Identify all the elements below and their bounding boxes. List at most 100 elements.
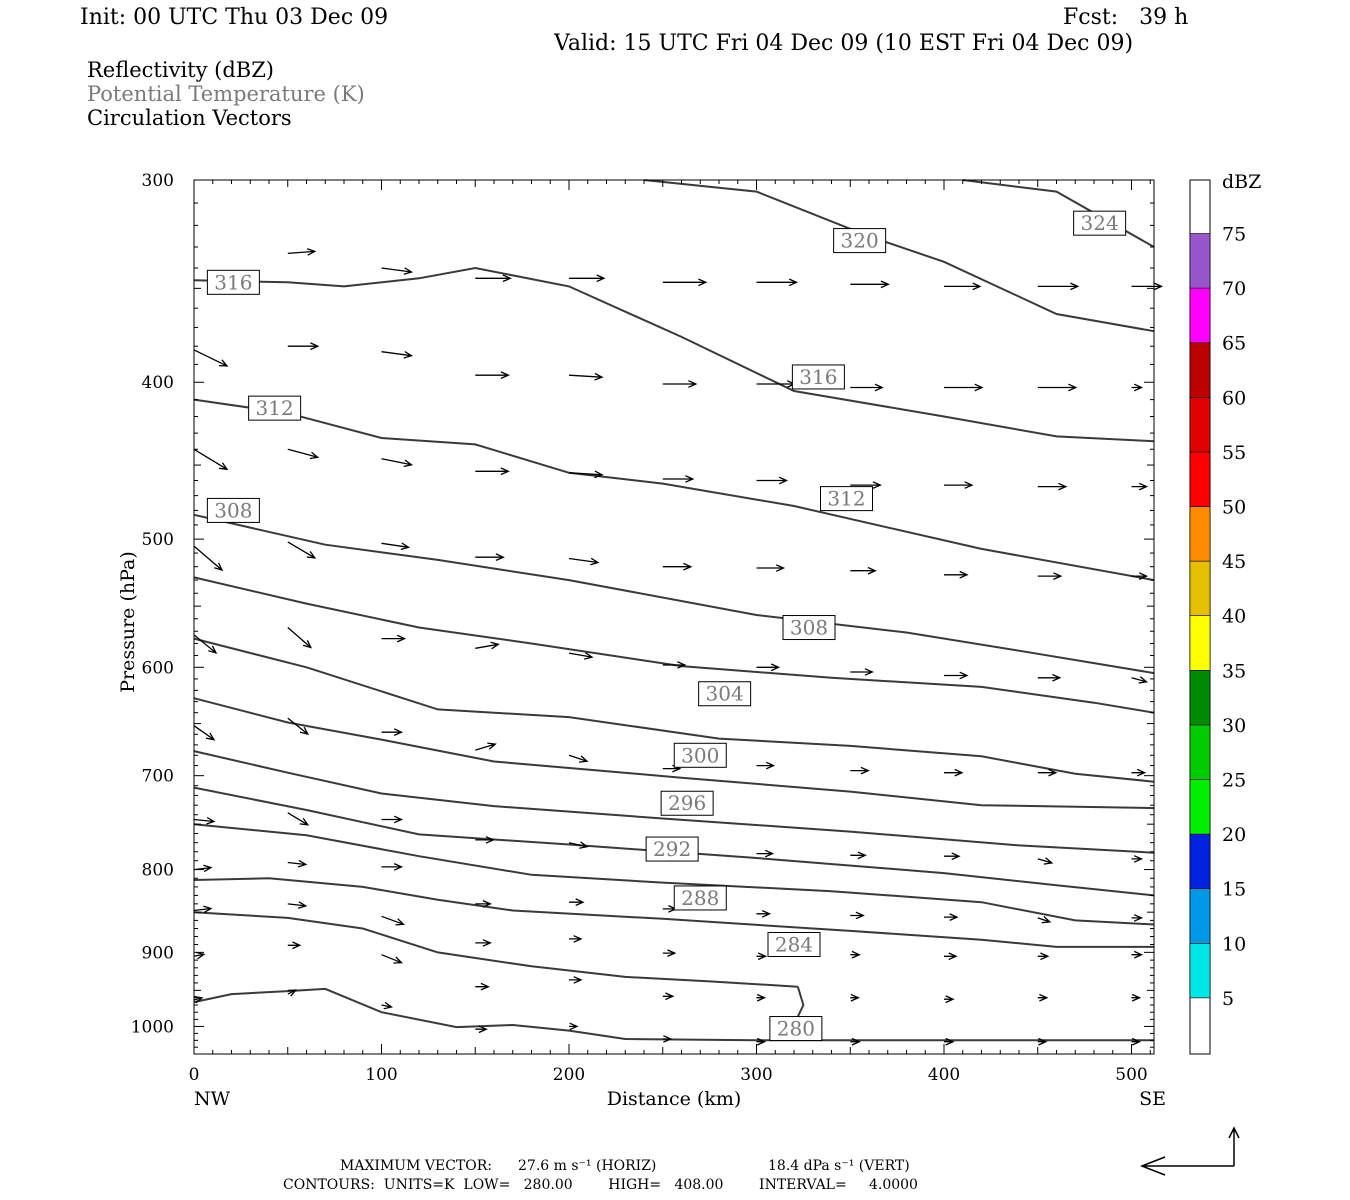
circulation-vector: [475, 836, 495, 844]
circulation-vector: [662, 475, 695, 483]
circulation-vector: [475, 274, 512, 283]
circulation-vector: [381, 863, 404, 871]
contour-label: 292: [653, 837, 691, 861]
circulation-vector: [756, 910, 772, 918]
circulation-vector: [193, 951, 206, 960]
theta-contour-284: [193, 911, 798, 988]
circulation-vector: [1131, 914, 1144, 922]
circulation-vector: [1131, 482, 1149, 491]
max-vector-vert: 18.4 dPa s⁻¹ (VERT): [768, 1158, 910, 1174]
colorbar-title: dBZ: [1222, 171, 1261, 193]
circulation-vector: [662, 380, 698, 388]
circulation-vector: [1131, 993, 1142, 1002]
colorbar-segment: [1189, 888, 1211, 944]
x-tick-label: 400: [928, 1065, 960, 1085]
circulation-vector: [1037, 282, 1080, 291]
contour-label: 324: [1081, 211, 1119, 235]
circulation-vector: [475, 467, 510, 476]
x-tick-label: 0: [189, 1065, 200, 1085]
valid-time: Valid: 15 UTC Fri 04 Dec 09 (10 EST Fri …: [554, 31, 1134, 56]
circulation-vector: [1037, 768, 1058, 777]
colorbar-segment: [1189, 615, 1211, 671]
theta-contour-312: [193, 576, 1155, 714]
circulation-vector: [193, 905, 213, 914]
circulation-vector: [381, 728, 404, 736]
contour-label: 308: [790, 616, 828, 640]
circulation-vector: [287, 248, 317, 256]
contour-label-box: [1073, 210, 1127, 236]
circulation-vector: [1037, 857, 1054, 865]
circulation-vector: [756, 278, 799, 287]
circulation-vector: [475, 742, 497, 751]
circulation-vector: [1037, 916, 1052, 924]
colorbar-segment: [1189, 669, 1211, 726]
colorbar-segment: [1189, 560, 1211, 616]
y-tick-label: 500: [142, 530, 174, 550]
y-tick-label: 800: [142, 861, 174, 881]
circulation-vector: [287, 941, 302, 950]
theta-contour-288: [193, 877, 1154, 948]
circulation-vector: [381, 915, 405, 926]
circulation-vector: [1131, 950, 1144, 959]
circulation-vector: [193, 448, 229, 471]
circulation-vector: [287, 859, 308, 868]
circulation-vector: [287, 717, 310, 736]
circulation-vector: [569, 898, 585, 906]
contour-label-box: [782, 615, 836, 641]
contour-label-box: [791, 364, 845, 390]
circulation-vector: [756, 993, 767, 1002]
contour-info: CONTOURS: UNITS=K LOW= 280.00 HIGH= 408.…: [283, 1177, 918, 1193]
x-end-label-right: SE: [1139, 1088, 1166, 1110]
colorbar: 5 10 15 20 25 30 35 40 45 50 55 60 65 70 75: [1189, 179, 1246, 1055]
circulation-vector: [287, 989, 298, 997]
circulation-vector: [756, 761, 776, 770]
colorbar-segment: [1189, 833, 1211, 889]
circulation-vector: [475, 641, 500, 650]
field-reflectivity: Reflectivity (dBZ): [87, 58, 275, 82]
circulation-vector: [1131, 768, 1147, 777]
contour-label-box: [206, 269, 260, 295]
circulation-vector: [569, 976, 583, 984]
colorbar-label: 70: [1222, 278, 1246, 300]
circulation-vector: [850, 766, 870, 775]
contour-label-box: [769, 1016, 823, 1042]
plot-frame: [193, 179, 1155, 1055]
theta-contours: [193, 179, 1155, 1042]
colorbar-segment: [1189, 942, 1211, 999]
circulation-vector: [850, 993, 860, 1002]
colorbar-label: 60: [1222, 387, 1246, 409]
circulation-vector: [1131, 676, 1149, 684]
theta-contour-304: [193, 697, 1155, 810]
circulation-vector: [193, 349, 229, 367]
contour-label: 296: [668, 791, 706, 815]
circulation-vector: [1037, 572, 1063, 580]
circulation-vector: [662, 562, 693, 571]
circulation-vector: [381, 458, 414, 468]
y-tick-label: 700: [142, 767, 174, 787]
colorbar-label: 50: [1222, 497, 1246, 519]
circulation-vector: [756, 476, 789, 485]
circulation-vector: [193, 634, 218, 654]
circulation-vector: [569, 935, 583, 943]
circulation-vector: [193, 725, 216, 741]
contour-label: 312: [827, 487, 865, 511]
circulation-vector: [1037, 383, 1078, 392]
circulation-vector: [944, 952, 958, 961]
contour-label: 312: [256, 396, 294, 420]
contour-label: 284: [775, 933, 813, 957]
circulation-vector: [944, 383, 984, 392]
forecast-hour: Fcst: 39 h: [1063, 5, 1189, 30]
contour-label: 320: [841, 229, 879, 253]
circulation-vector: [193, 995, 204, 1004]
theta-contour-320: [643, 179, 1155, 333]
circulation-vector: [850, 1037, 861, 1046]
y-tick-label: 300: [142, 171, 174, 191]
circulation-vector: [193, 545, 224, 572]
contour-label: 316: [799, 365, 837, 389]
circulation-vector: [944, 671, 969, 680]
theta-contour-308: [193, 637, 1155, 783]
circulation-vector: [568, 557, 600, 566]
circulation-vector: [850, 950, 861, 959]
circulation-vector: [1037, 952, 1050, 961]
